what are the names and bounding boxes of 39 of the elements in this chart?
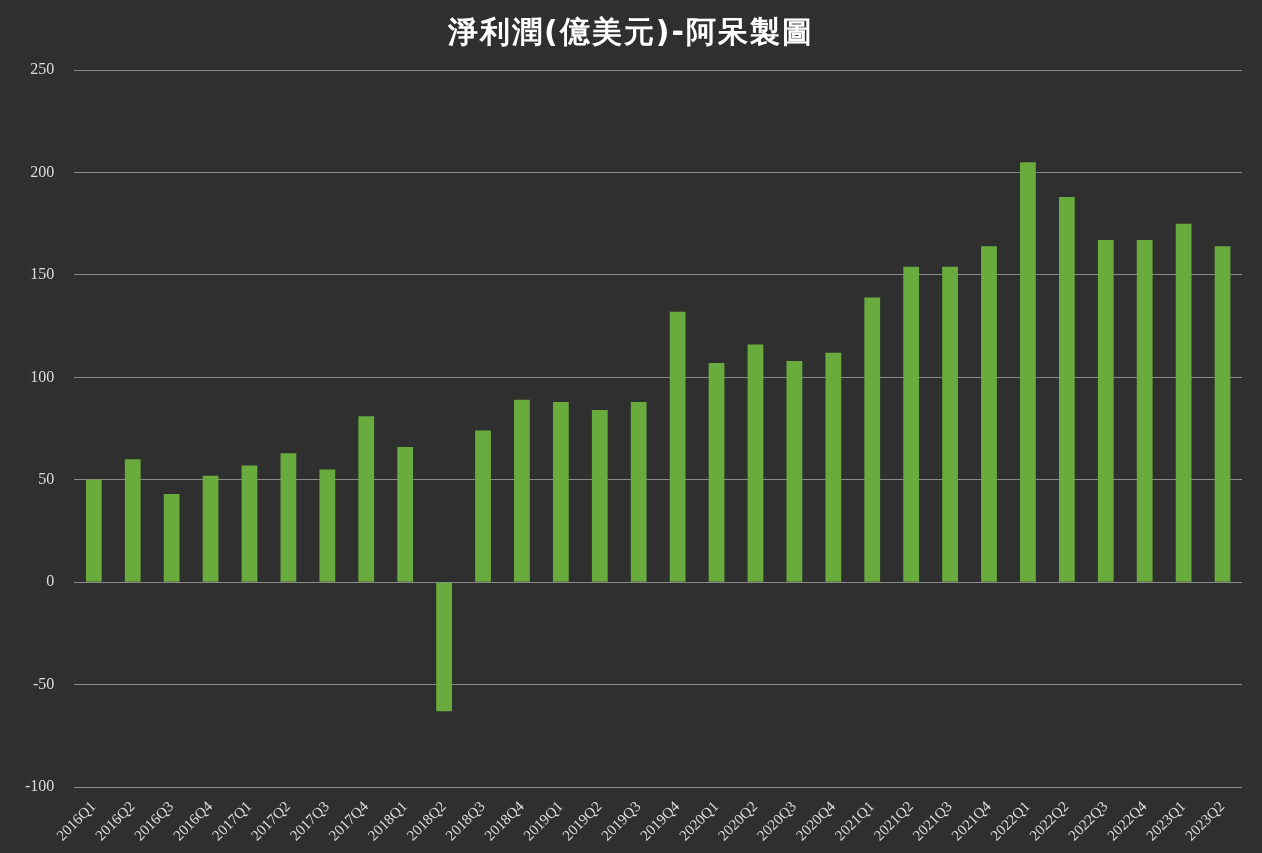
bar (708, 362, 725, 582)
bar (1020, 162, 1036, 582)
bar (1058, 197, 1075, 582)
bar (981, 246, 997, 582)
bar (630, 401, 647, 582)
bar (552, 401, 569, 582)
y-tick-label: 50 (38, 469, 55, 487)
bar (1214, 246, 1231, 582)
bar (319, 469, 336, 582)
bar (163, 494, 180, 582)
y-tick-label: 0 (46, 572, 55, 590)
bar (1097, 240, 1114, 582)
bar (825, 352, 842, 582)
y-tick-label: -100 (25, 777, 55, 795)
bar (903, 266, 920, 582)
bar (124, 459, 141, 582)
bar (436, 582, 452, 712)
y-tick-label: 100 (30, 367, 55, 385)
bar (942, 266, 958, 582)
y-tick-label: 200 (30, 162, 55, 180)
bar (591, 410, 608, 582)
bar (85, 479, 102, 582)
bar (397, 446, 414, 582)
bar (280, 453, 297, 582)
bar (1175, 223, 1192, 582)
bar (1136, 240, 1153, 582)
bar (241, 465, 258, 582)
bar (202, 475, 219, 582)
bar (747, 344, 764, 582)
y-tick-label: 250 (30, 60, 55, 78)
bar (358, 416, 375, 582)
y-tick-label: -50 (33, 674, 55, 692)
bar (669, 311, 686, 582)
bar (786, 360, 803, 582)
y-tick-label: 150 (30, 265, 55, 283)
bar (475, 430, 491, 582)
bar (514, 399, 530, 582)
bar (864, 297, 881, 582)
chart-title: 淨利潤(億美元)-阿呆製圖 (447, 13, 815, 51)
